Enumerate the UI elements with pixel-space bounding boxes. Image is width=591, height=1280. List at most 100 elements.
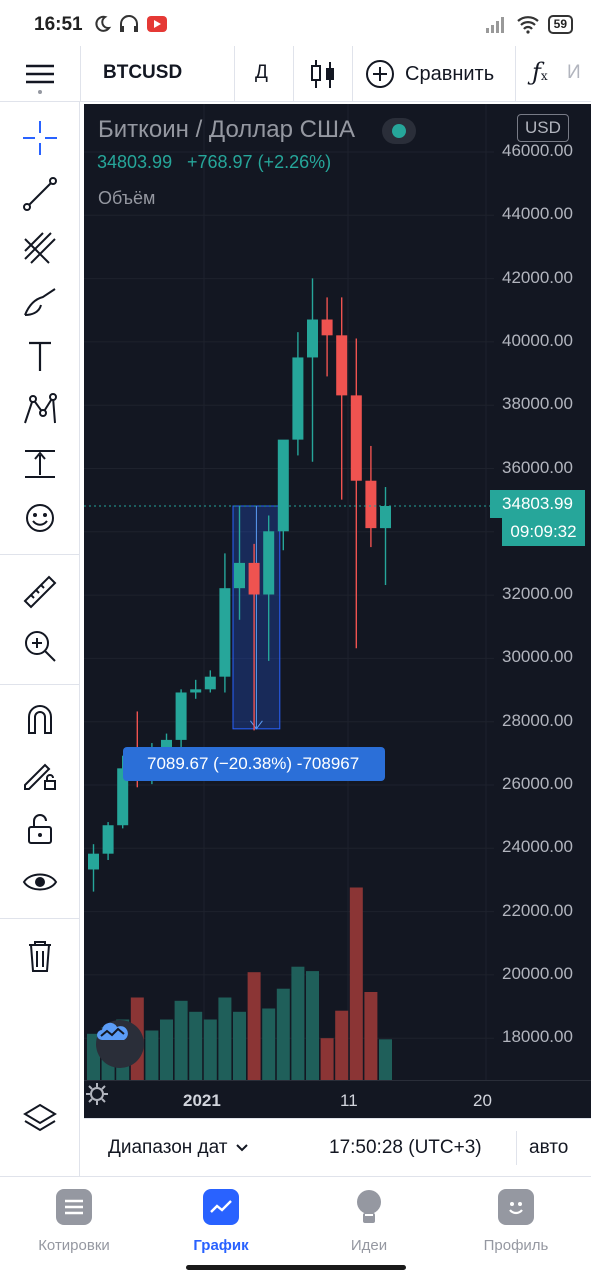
gear-icon[interactable] bbox=[84, 1081, 110, 1107]
volume-bar bbox=[306, 971, 319, 1080]
menu-button[interactable] bbox=[22, 58, 58, 94]
price-axis-label: 22000.00 bbox=[502, 900, 573, 920]
magnet-tool[interactable] bbox=[18, 698, 62, 742]
price-axis-label: 30000.00 bbox=[502, 647, 573, 667]
projection-icon bbox=[25, 450, 55, 478]
volume-bar bbox=[174, 1000, 188, 1080]
candle-body bbox=[190, 689, 202, 693]
volume-bar bbox=[247, 972, 261, 1080]
time-axis[interactable]: 2021 11 20 bbox=[84, 1080, 591, 1118]
pattern-icon bbox=[24, 393, 57, 424]
fib-tool[interactable] bbox=[18, 226, 62, 270]
ruler-tool[interactable] bbox=[18, 570, 62, 614]
trendline-tool[interactable] bbox=[18, 172, 62, 216]
wifi-icon bbox=[516, 16, 539, 34]
trash-icon bbox=[29, 941, 51, 972]
volume-bar bbox=[233, 1011, 246, 1080]
volume-bar bbox=[291, 966, 305, 1080]
time-axis-label: 20 bbox=[473, 1091, 492, 1110]
bulb-icon bbox=[351, 1189, 387, 1225]
chart-pane[interactable]: Биткоин / Доллар США 34803.99 +768.97 (+… bbox=[84, 104, 591, 1118]
nav-profile[interactable]: Профиль bbox=[456, 1189, 576, 1254]
volume-bar bbox=[203, 1019, 217, 1080]
lock-all-tool[interactable] bbox=[18, 806, 62, 850]
candle-body bbox=[117, 768, 129, 826]
candle-body bbox=[175, 692, 187, 740]
crosshair-tool[interactable] bbox=[18, 116, 62, 160]
brush-tool[interactable] bbox=[18, 280, 62, 324]
market-status-icon[interactable] bbox=[382, 118, 416, 144]
auto-scale-button[interactable]: авто bbox=[529, 1137, 569, 1158]
text-icon bbox=[29, 341, 51, 371]
legend-symbol-title: Биткоин / Доллар США bbox=[98, 116, 355, 143]
smiley-icon bbox=[26, 504, 54, 532]
smile-icon bbox=[498, 1189, 534, 1225]
symbol-search-button[interactable]: BTCUSD bbox=[103, 62, 183, 83]
nav-ideas[interactable]: Идеи bbox=[309, 1189, 429, 1254]
unlock-icon bbox=[28, 814, 52, 844]
time-axis-label: 2021 bbox=[183, 1091, 221, 1110]
emoji-tool[interactable] bbox=[18, 496, 62, 540]
drawing-toolbar bbox=[0, 102, 80, 1176]
chart-canvas[interactable] bbox=[84, 104, 591, 1080]
chart-icon bbox=[203, 1189, 239, 1225]
price-axis-label: 26000.00 bbox=[502, 774, 573, 793]
volume-bar bbox=[189, 1011, 203, 1080]
trendline-icon bbox=[23, 177, 57, 211]
cloud-logo-icon bbox=[97, 1022, 128, 1040]
timezone-button[interactable]: 17:50:28 (UTC+3) bbox=[329, 1137, 482, 1158]
pattern-tool[interactable] bbox=[18, 388, 62, 432]
text-tool[interactable] bbox=[18, 334, 62, 378]
volume-bar bbox=[335, 1010, 349, 1080]
eye-icon bbox=[22, 873, 58, 891]
legend-price: 34803.99 bbox=[97, 152, 173, 172]
nav-label: Идеи bbox=[350, 1237, 388, 1254]
object-tree-tool[interactable] bbox=[18, 1098, 62, 1142]
candle-body bbox=[219, 588, 231, 677]
price-axis-label: 46000.00 bbox=[502, 141, 573, 160]
volume-bar bbox=[276, 988, 290, 1080]
candle-body bbox=[365, 480, 377, 529]
lock-drawing-tool[interactable] bbox=[18, 752, 62, 796]
date-range-button[interactable]: Диапазон дат bbox=[108, 1137, 249, 1159]
remove-drawings-tool[interactable] bbox=[18, 934, 62, 978]
measure-arrowhead bbox=[250, 720, 263, 730]
candle-body bbox=[248, 562, 260, 595]
price-axis-label: 44000.00 bbox=[502, 204, 573, 224]
candle-body bbox=[204, 676, 216, 690]
indicators-label[interactable]: И bbox=[567, 62, 581, 83]
candle-body bbox=[336, 335, 348, 396]
candle-body bbox=[292, 357, 304, 440]
volume-bar bbox=[262, 1008, 276, 1080]
chart-type-button[interactable] bbox=[310, 58, 336, 95]
projection-tool[interactable] bbox=[18, 442, 62, 486]
list-icon bbox=[56, 1189, 92, 1225]
zoom-tool[interactable] bbox=[18, 624, 62, 668]
hamburger-icon bbox=[26, 64, 54, 94]
hide-drawings-tool[interactable] bbox=[18, 860, 62, 904]
interval-button[interactable]: Д bbox=[255, 62, 268, 83]
tradingview-logo[interactable] bbox=[96, 1020, 144, 1068]
brush-icon bbox=[24, 288, 56, 316]
volume-bar bbox=[160, 1019, 173, 1080]
nav-chart[interactable]: График bbox=[161, 1189, 281, 1254]
legend-volume-label[interactable]: Объём bbox=[98, 188, 156, 208]
compare-label: Сравнить bbox=[405, 62, 495, 85]
candle-body bbox=[102, 825, 114, 854]
price-axis-label: 32000.00 bbox=[502, 584, 573, 604]
measure-result-label[interactable]: 7089.67 (−20.38%) -708967 bbox=[123, 747, 385, 781]
compare-button[interactable]: Сравнить bbox=[365, 59, 494, 89]
nav-quotes[interactable]: Котировки bbox=[14, 1189, 134, 1254]
volume-bar bbox=[349, 887, 363, 1080]
price-axis-label: 28000.00 bbox=[502, 710, 573, 730]
pitchfork-icon bbox=[24, 232, 56, 264]
indicators-fx-icon[interactable]: ƒx bbox=[532, 58, 548, 86]
youtube-icon bbox=[147, 16, 167, 32]
currency-button[interactable]: USD bbox=[517, 114, 569, 142]
legend-change: +768.97 (+2.26%) bbox=[187, 152, 332, 172]
headset-icon bbox=[120, 15, 138, 32]
volume-bar bbox=[320, 1038, 334, 1080]
candle-body bbox=[380, 506, 391, 529]
home-indicator[interactable] bbox=[186, 1265, 406, 1270]
date-range-label: Диапазон дат bbox=[108, 1137, 228, 1158]
